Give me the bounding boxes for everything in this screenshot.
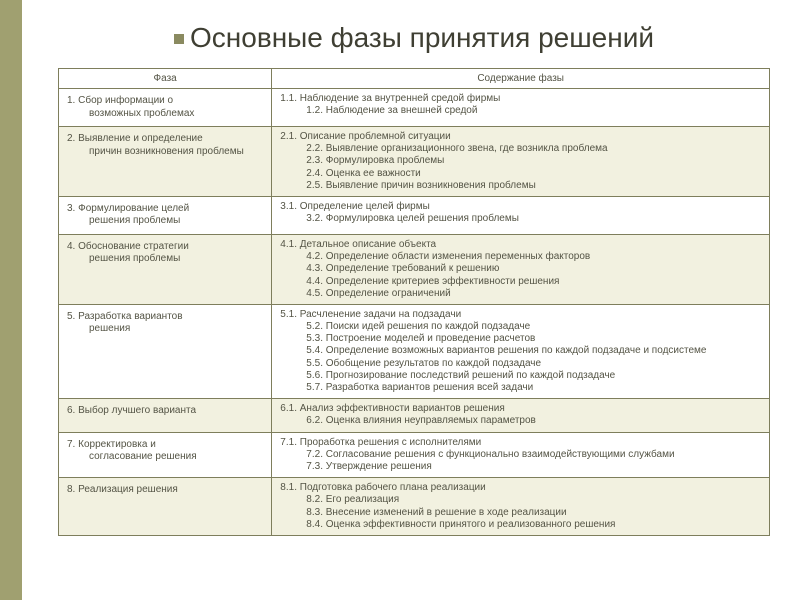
content-cell: 7.1. Проработка решения с исполнителями7… [272,432,770,478]
content-main: 6.1. Анализ эффективности вариантов реше… [280,403,504,414]
content-cell: 1.1. Наблюдение за внутренней средой фир… [272,89,770,127]
content-sub: 3.2. Формулировка целей решения проблемы [280,213,763,225]
table-row: 2. Выявление и определение причин возникн… [59,127,770,197]
content-sub: 5.4. Определение возможных вариантов реш… [280,345,763,357]
content-sub: 1.2. Наблюдение за внешней средой [280,105,763,117]
content-sub: 5.5. Обобщение результатов по каждой под… [280,358,763,370]
phase-main: 3. Формулирование целей [67,203,189,214]
content-sub: 4.3. Определение требований к решению [280,263,763,275]
table-row: 6. Выбор лучшего варианта 6.1. Анализ эфф… [59,399,770,432]
content-cell: 4.1. Детальное описание объекта4.2. Опре… [272,234,770,304]
phase-main: 1. Сбор информации о [67,95,173,106]
phase-cell: 8. Реализация решения [59,478,272,536]
phase-sub: решения проблемы [67,215,265,228]
phase-cell: 7. Корректировка исогласование решения [59,432,272,478]
content-sub: 5.3. Построение моделей и проведение рас… [280,333,763,345]
col-header-content: Содержание фазы [272,69,770,89]
col-header-phase: Фаза [59,69,272,89]
content-sub: 5.6. Прогнозирование последствий решений… [280,370,763,382]
content-sub: 7.3. Утверждение решения [280,461,763,473]
phase-main: 4. Обоснование стратегии [67,241,189,252]
content-sub: 6.2. Оценка влияния неуправляемых параме… [280,415,763,427]
phase-cell: 1. Сбор информации о возможных проблемах [59,89,272,127]
content-sub: 2.5. Выявление причин возникновения проб… [280,180,763,192]
phase-sub: согласование решения [67,451,265,464]
phase-main: 8. Реализация решения [67,484,178,495]
phase-main: 7. Корректировка и [67,439,156,450]
page-title: Основные фазы принятия решений [58,22,770,54]
content-main: 4.1. Детальное описание объекта [280,239,436,250]
content-cell: 5.1. Расчленение задачи на подзадачи5.2.… [272,304,770,398]
slide-accent-sidebar [0,0,22,600]
phase-cell: 6. Выбор лучшего варианта [59,399,272,432]
table-row: 3. Формулирование целейрешения проблемы3… [59,196,770,234]
content-main: 1.1. Наблюдение за внутренней средой фир… [280,93,500,104]
table-row: 5. Разработка вариантоврешения5.1. Расчл… [59,304,770,398]
content-sub: 2.2. Выявление организационного звена, г… [280,143,763,155]
phase-sub: решения [67,323,265,336]
content-main: 8.1. Подготовка рабочего плана реализаци… [280,482,485,493]
phase-cell: 3. Формулирование целейрешения проблемы [59,196,272,234]
content-sub: 8.3. Внесение изменений в решение в ходе… [280,507,763,519]
phase-main: 5. Разработка вариантов [67,311,183,322]
content-cell: 3.1. Определение целей фирмы3.2. Формули… [272,196,770,234]
phase-main: 6. Выбор лучшего варианта [67,405,196,416]
content-sub: 2.4. Оценка ее важности [280,168,763,180]
title-bullet-icon [174,34,184,44]
phase-main: 2. Выявление и определение [67,133,203,144]
content-sub: 2.3. Формулировка проблемы [280,155,763,167]
content-cell: 6.1. Анализ эффективности вариантов реше… [272,399,770,432]
content-sub: 7.2. Согласование решения с функциональн… [280,449,763,461]
slide-content: Основные фазы принятия решений Фаза Соде… [22,0,800,600]
content-sub: 4.2. Определение области изменения перем… [280,251,763,263]
table-body: 1. Сбор информации овозможных проблемах1… [59,89,770,536]
title-text: Основные фазы принятия решений [190,22,654,53]
table-row: 7. Корректировка исогласование решения7.… [59,432,770,478]
content-main: 2.1. Описание проблемной ситуации [280,131,450,142]
table-row: 4. Обоснование стратегиирешения проблемы… [59,234,770,304]
table-row: 8. Реализация решения 8.1. Подготовка раб… [59,478,770,536]
phase-cell: 4. Обоснование стратегиирешения проблемы [59,234,272,304]
table-header-row: Фаза Содержание фазы [59,69,770,89]
content-cell: 8.1. Подготовка рабочего плана реализаци… [272,478,770,536]
phase-cell: 5. Разработка вариантоврешения [59,304,272,398]
content-main: 5.1. Расчленение задачи на подзадачи [280,309,461,320]
phase-sub: причин возникновения проблемы [67,146,265,159]
content-main: 7.1. Проработка решения с исполнителями [280,437,481,448]
phase-sub: возможных проблемах [67,108,265,121]
phases-table: Фаза Содержание фазы 1. Сбор информации … [58,68,770,536]
content-sub: 4.4. Определение критериев эффективности… [280,276,763,288]
content-cell: 2.1. Описание проблемной ситуации2.2. Вы… [272,127,770,197]
content-sub: 5.2. Поиски идей решения по каждой подза… [280,321,763,333]
content-sub: 4.5. Определение ограничений [280,288,763,300]
phase-sub: решения проблемы [67,253,265,266]
content-main: 3.1. Определение целей фирмы [280,201,430,212]
table-row: 1. Сбор информации овозможных проблемах1… [59,89,770,127]
content-sub: 5.7. Разработка вариантов решения всей з… [280,382,763,394]
phase-cell: 2. Выявление и определение причин возникн… [59,127,272,197]
content-sub: 8.4. Оценка эффективности принятого и ре… [280,519,763,531]
content-sub: 8.2. Его реализация [280,494,763,506]
